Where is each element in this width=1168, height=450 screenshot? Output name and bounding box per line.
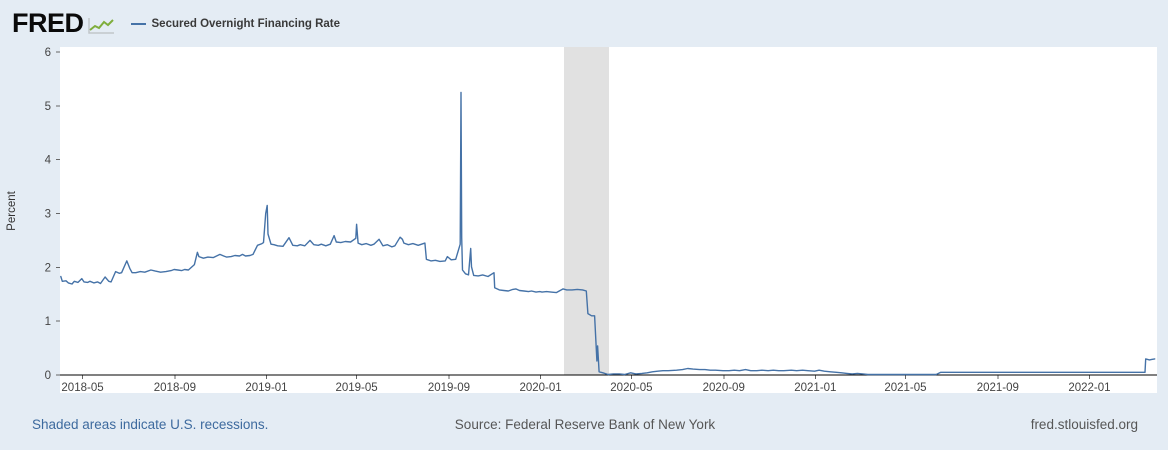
x-tick-label: 2020-01 <box>519 382 561 394</box>
x-tick-label: 2020-09 <box>703 382 745 394</box>
recession-note-link[interactable]: Shaded areas indicate U.S. recessions. <box>32 417 269 432</box>
chart-footer: Shaded areas indicate U.S. recessions. S… <box>32 412 1138 438</box>
y-tick-label: 4 <box>45 155 52 167</box>
x-tick-label: 2019-09 <box>428 382 470 394</box>
x-tick-label: 2020-05 <box>610 382 652 394</box>
legend: Secured Overnight Financing Rate <box>130 17 341 30</box>
x-tick-label: 2019-01 <box>245 382 287 394</box>
legend-series-label: Secured Overnight Financing Rate <box>151 17 341 30</box>
y-tick-label: 5 <box>45 101 51 113</box>
x-tick-label: 2018-09 <box>154 382 196 394</box>
y-tick-label: 6 <box>45 47 51 59</box>
fred-logo-text: FRED <box>12 8 84 38</box>
x-tick-label: 2019-05 <box>335 382 377 394</box>
x-tick-label: 2021-09 <box>977 382 1019 394</box>
fred-logo-sparkline-icon <box>87 17 114 34</box>
source-text: Source: Federal Reserve Bank of New York <box>454 417 716 432</box>
x-tick-label: 2022-01 <box>1068 382 1110 394</box>
x-tick-label: 2018-05 <box>61 382 103 394</box>
series-line[interactable] <box>60 91 1156 376</box>
y-tick-label: 3 <box>45 209 51 221</box>
x-tick-label: 2021-01 <box>794 382 836 394</box>
y-axis-title: Percent <box>6 190 18 230</box>
recession-band <box>563 47 609 375</box>
y-tick-label: 2 <box>45 262 51 274</box>
y-tick-label: 0 <box>45 370 51 382</box>
chart-header: FRED Secured Overnight Financing Rate <box>0 0 1168 47</box>
site-link[interactable]: fred.stlouisfed.org <box>1030 417 1138 432</box>
fred-logo[interactable]: FRED <box>12 8 115 39</box>
x-tick-label: 2021-05 <box>884 382 926 394</box>
y-tick-label: 1 <box>45 316 51 328</box>
legend-line-swatch <box>130 22 146 25</box>
chart-svg[interactable]: 0 1 2 3 4 5 6 2018-05 2018-09 2019-01 2019-05 2019-… <box>0 47 1168 399</box>
